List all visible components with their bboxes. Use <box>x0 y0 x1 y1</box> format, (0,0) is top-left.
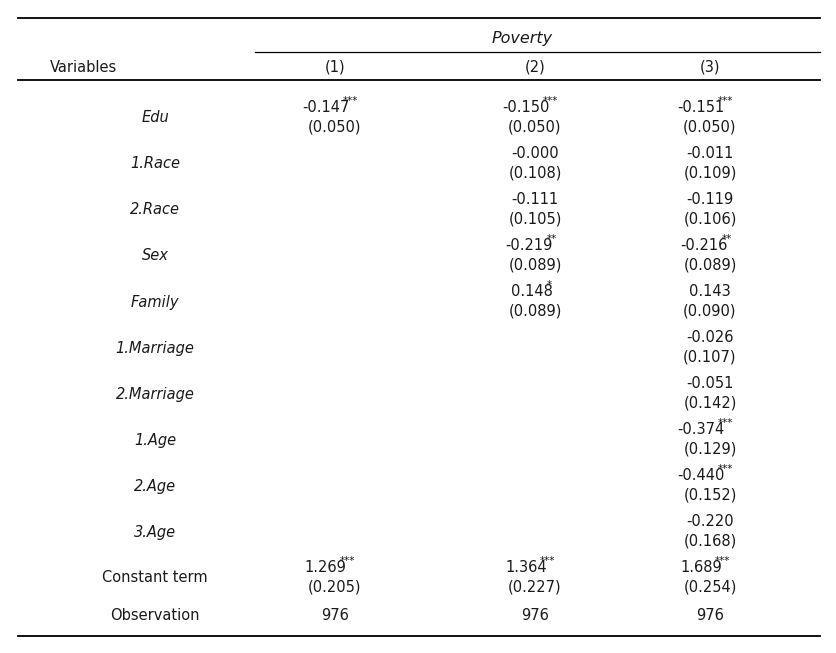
Text: 976: 976 <box>521 609 548 624</box>
Text: (0.205): (0.205) <box>308 580 361 595</box>
Text: (1): (1) <box>324 59 345 74</box>
Text: (0.090): (0.090) <box>682 304 736 319</box>
Text: 1.364: 1.364 <box>504 560 546 575</box>
Text: (0.227): (0.227) <box>507 580 561 595</box>
Text: Sex: Sex <box>141 249 168 264</box>
Text: Constant term: Constant term <box>102 571 207 586</box>
Text: (2): (2) <box>524 59 545 74</box>
Text: (0.050): (0.050) <box>682 119 736 135</box>
Text: ***: *** <box>714 556 730 566</box>
Text: 2.Age: 2.Age <box>134 479 176 494</box>
Text: (0.108): (0.108) <box>507 166 561 181</box>
Text: 2.Marriage: 2.Marriage <box>115 387 194 402</box>
Text: (0.089): (0.089) <box>507 304 561 319</box>
Text: Poverty: Poverty <box>492 31 553 46</box>
Text: (0.089): (0.089) <box>507 258 561 273</box>
Text: 2.Race: 2.Race <box>130 202 180 217</box>
Text: ***: *** <box>717 464 732 474</box>
Text: (0.106): (0.106) <box>682 212 736 227</box>
Text: *: * <box>546 280 551 290</box>
Text: -0.374: -0.374 <box>676 422 724 438</box>
Text: -0.220: -0.220 <box>686 515 733 530</box>
Text: (0.254): (0.254) <box>682 580 736 595</box>
Text: -0.216: -0.216 <box>680 238 726 253</box>
Text: 1.Age: 1.Age <box>134 432 176 447</box>
Text: ***: *** <box>543 96 558 106</box>
Text: 976: 976 <box>696 609 723 624</box>
Text: ***: *** <box>339 556 354 566</box>
Text: 0.143: 0.143 <box>688 284 730 299</box>
Text: Family: Family <box>130 295 179 310</box>
Text: -0.219: -0.219 <box>505 238 552 253</box>
Text: (0.109): (0.109) <box>682 166 736 181</box>
Text: -0.000: -0.000 <box>511 146 558 161</box>
Text: -0.026: -0.026 <box>686 330 733 345</box>
Text: 1.Marriage: 1.Marriage <box>115 340 194 355</box>
Text: (0.050): (0.050) <box>308 119 361 135</box>
Text: -0.119: -0.119 <box>686 193 732 208</box>
Text: **: ** <box>546 234 556 244</box>
Text: -0.147: -0.147 <box>302 101 349 116</box>
Text: (0.107): (0.107) <box>682 350 736 364</box>
Text: -0.150: -0.150 <box>502 101 549 116</box>
Text: (0.089): (0.089) <box>682 258 736 273</box>
Text: 1.689: 1.689 <box>679 560 721 575</box>
Text: (0.142): (0.142) <box>682 396 736 411</box>
Text: Observation: Observation <box>110 609 200 624</box>
Text: -0.440: -0.440 <box>676 468 724 483</box>
Text: 976: 976 <box>321 609 349 624</box>
Text: (0.050): (0.050) <box>507 119 561 135</box>
Text: (0.152): (0.152) <box>682 488 736 503</box>
Text: (0.168): (0.168) <box>682 534 736 549</box>
Text: (3): (3) <box>699 59 720 74</box>
Text: (0.105): (0.105) <box>507 212 561 227</box>
Text: Edu: Edu <box>141 110 169 125</box>
Text: -0.011: -0.011 <box>686 146 733 161</box>
Text: ***: *** <box>539 556 554 566</box>
Text: -0.151: -0.151 <box>676 101 724 116</box>
Text: 1.269: 1.269 <box>304 560 346 575</box>
Text: -0.111: -0.111 <box>511 193 558 208</box>
Text: 1.Race: 1.Race <box>130 157 180 172</box>
Text: Variables: Variables <box>50 59 117 74</box>
Text: ***: *** <box>717 418 732 428</box>
Text: -0.051: -0.051 <box>686 376 733 391</box>
Text: ***: *** <box>717 96 732 106</box>
Text: 3.Age: 3.Age <box>134 524 176 539</box>
Text: **: ** <box>721 234 731 244</box>
Text: (0.129): (0.129) <box>682 441 736 456</box>
Text: 0.148: 0.148 <box>511 284 553 299</box>
Text: ***: *** <box>343 96 358 106</box>
